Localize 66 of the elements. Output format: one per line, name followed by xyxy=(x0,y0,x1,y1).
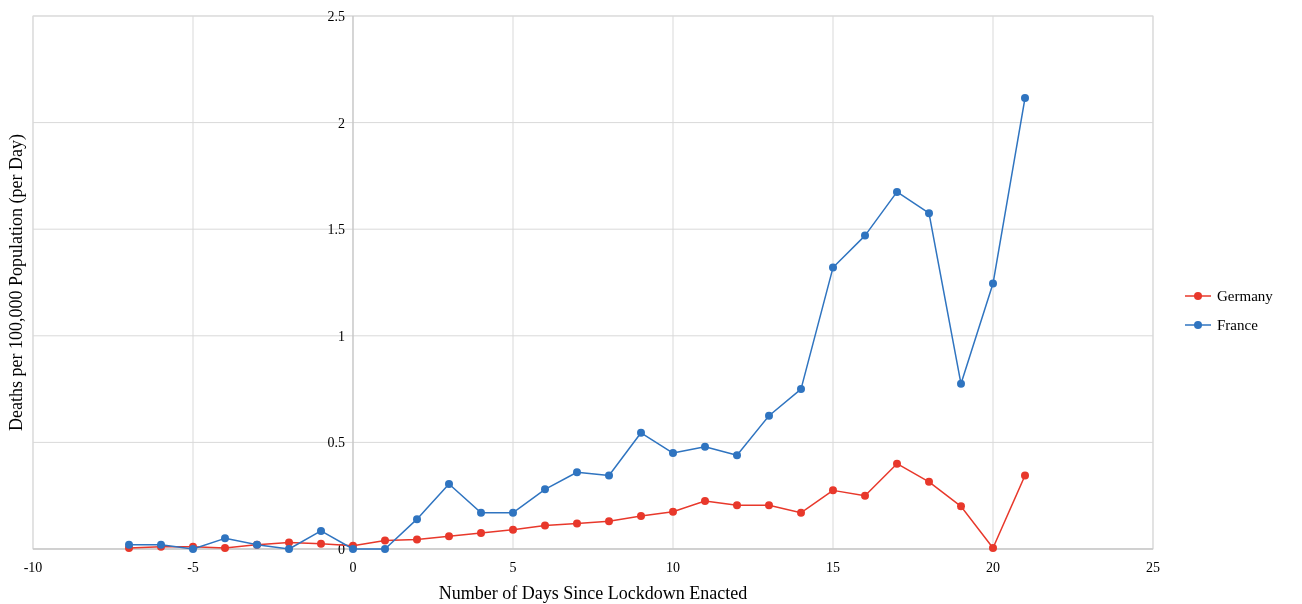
point xyxy=(669,507,677,516)
x-tick-label: 10 xyxy=(666,560,680,575)
point xyxy=(893,459,901,468)
point xyxy=(829,486,837,495)
x-tick-label: 20 xyxy=(986,560,1000,575)
x-tick-label: 15 xyxy=(826,560,840,575)
point xyxy=(701,442,709,451)
point xyxy=(765,411,773,420)
x-tick-label: 0 xyxy=(349,560,357,575)
point xyxy=(573,519,581,528)
point xyxy=(701,497,709,506)
point xyxy=(317,539,325,548)
point xyxy=(381,536,389,545)
point xyxy=(541,521,549,530)
point xyxy=(1021,471,1029,480)
point xyxy=(573,468,581,477)
point xyxy=(413,535,421,544)
point xyxy=(733,451,741,460)
legend-label: Germany xyxy=(1217,288,1274,304)
point xyxy=(797,508,805,517)
point xyxy=(893,187,901,196)
point xyxy=(989,543,997,552)
point xyxy=(477,508,485,517)
point xyxy=(861,491,869,500)
point xyxy=(285,545,293,553)
point xyxy=(445,479,453,488)
point xyxy=(1021,94,1029,103)
point xyxy=(349,545,357,553)
point xyxy=(381,545,389,553)
legend-label: France xyxy=(1217,317,1259,333)
x-tick-label: -5 xyxy=(187,560,199,575)
point xyxy=(445,532,453,541)
point xyxy=(957,502,965,511)
point xyxy=(509,525,517,534)
point xyxy=(829,263,837,272)
point xyxy=(317,526,325,535)
point xyxy=(541,485,549,494)
point xyxy=(765,501,773,510)
point xyxy=(797,385,805,394)
point xyxy=(733,501,741,510)
point xyxy=(221,543,229,552)
point xyxy=(637,511,645,520)
y-tick-label: 2 xyxy=(338,115,345,131)
y-tick-label: 2.5 xyxy=(327,9,345,24)
point xyxy=(509,508,517,517)
x-axis-title: Number of Days Since Lockdown Enacted xyxy=(438,583,748,603)
x-tick-label: -10 xyxy=(23,560,43,575)
point xyxy=(925,477,933,486)
y-axis-title: Deaths per 100,000 Population (per Day) xyxy=(6,134,27,431)
x-tick-label: 25 xyxy=(1146,560,1160,575)
point xyxy=(989,279,997,288)
point xyxy=(637,428,645,437)
point xyxy=(413,515,421,524)
x-tick-label: 5 xyxy=(509,560,517,575)
point xyxy=(925,209,933,218)
point xyxy=(477,529,485,538)
point xyxy=(605,517,613,526)
y-tick-label: 1 xyxy=(338,328,345,344)
y-tick-label: 0.5 xyxy=(327,435,345,451)
point xyxy=(669,449,677,458)
point xyxy=(957,379,965,388)
y-tick-label: 0 xyxy=(338,542,345,557)
point xyxy=(605,471,613,480)
point xyxy=(221,534,229,543)
y-tick-label: 1.5 xyxy=(327,222,345,238)
point xyxy=(861,231,869,240)
